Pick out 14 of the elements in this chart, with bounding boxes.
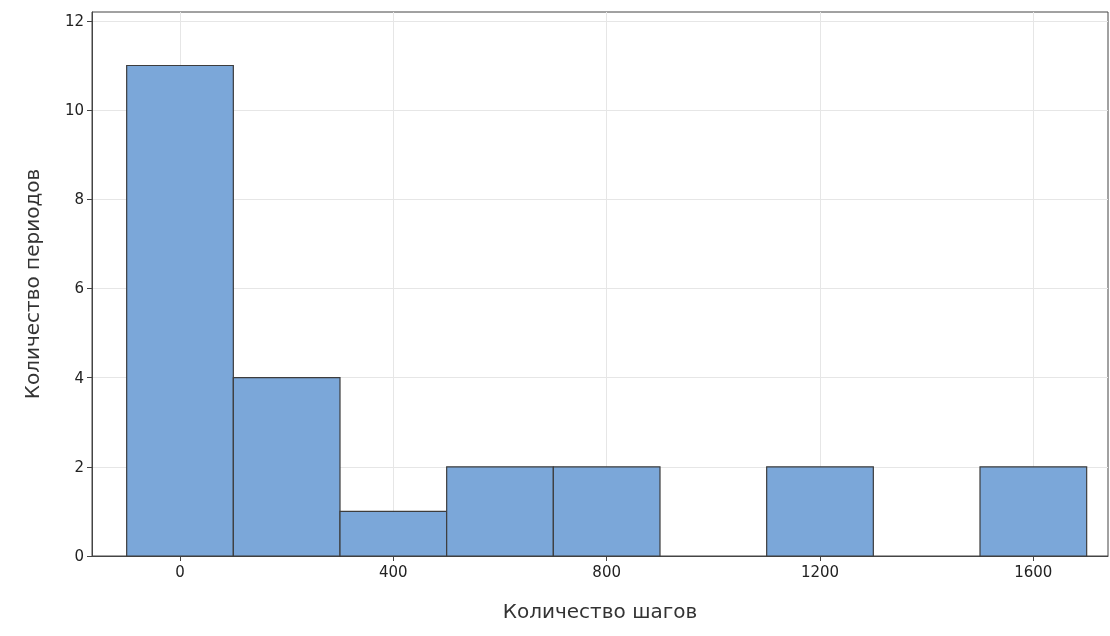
y-tick-label: 0 [74, 547, 84, 565]
y-axis-title: Количество периодов [20, 168, 44, 400]
y-tick-label: 2 [74, 457, 84, 476]
x-tick-label: 0 [175, 562, 185, 581]
y-tick-label: 6 [74, 279, 84, 298]
x-tick-label: 1200 [800, 562, 840, 581]
x-tick-label: 1600 [1014, 562, 1053, 581]
y-tick-label: 12 [64, 11, 84, 30]
x-tick-label: 800 [592, 562, 621, 581]
x-axis-title: Количество шагов [502, 599, 698, 623]
y-tick-label: 10 [64, 101, 84, 120]
x-tick-label: 400 [379, 562, 408, 581]
y-tick-label: 4 [74, 368, 84, 387]
y-tick-label: 8 [74, 190, 84, 209]
